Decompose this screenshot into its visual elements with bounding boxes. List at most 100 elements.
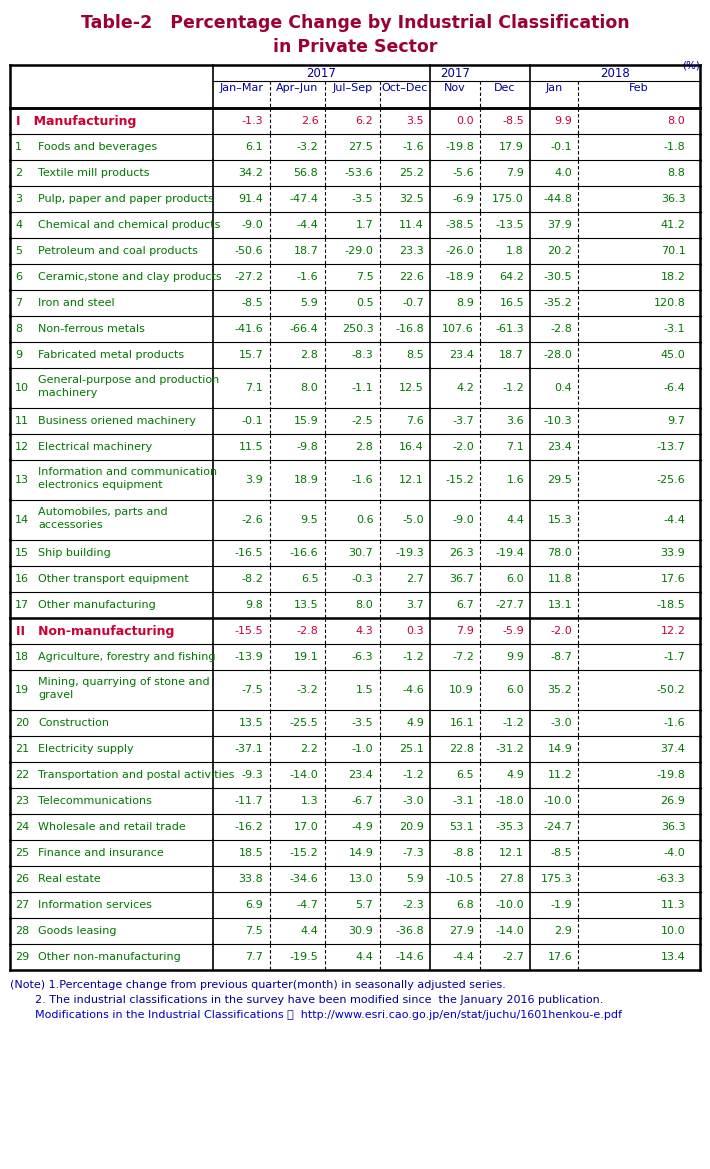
Text: -0.3: -0.3	[351, 574, 373, 584]
Text: Dec: Dec	[494, 83, 515, 94]
Text: -13.9: -13.9	[234, 652, 263, 662]
Text: 18.2: 18.2	[660, 272, 685, 282]
Text: 1.5: 1.5	[356, 685, 373, 696]
Text: -41.6: -41.6	[234, 324, 263, 334]
Text: 8.5: 8.5	[406, 350, 424, 360]
Text: 11.3: 11.3	[661, 900, 685, 909]
Text: 6.9: 6.9	[246, 900, 263, 909]
Text: 0.5: 0.5	[356, 298, 373, 307]
Text: -0.1: -0.1	[241, 416, 263, 426]
Text: -19.8: -19.8	[445, 141, 474, 152]
Text: 23.4: 23.4	[547, 442, 572, 452]
Text: 2. The industrial classifications in the survey have been modified since  the Ja: 2. The industrial classifications in the…	[35, 995, 603, 1005]
Text: 25: 25	[15, 848, 29, 858]
Text: -28.0: -28.0	[543, 350, 572, 360]
Text: 0.3: 0.3	[406, 627, 424, 636]
Text: -8.8: -8.8	[452, 848, 474, 858]
Text: 7.9: 7.9	[506, 168, 524, 178]
Text: 23.3: 23.3	[399, 245, 424, 256]
Text: -26.0: -26.0	[445, 245, 474, 256]
Text: 1.6: 1.6	[506, 475, 524, 485]
Text: 16.4: 16.4	[399, 442, 424, 452]
Text: 22: 22	[15, 770, 29, 780]
Text: -3.7: -3.7	[452, 416, 474, 426]
Text: -16.5: -16.5	[234, 548, 263, 558]
Text: 18.7: 18.7	[499, 350, 524, 360]
Text: -4.6: -4.6	[403, 685, 424, 696]
Text: 36.7: 36.7	[449, 574, 474, 584]
Text: (%): (%)	[682, 60, 700, 70]
Text: accessories: accessories	[38, 520, 103, 530]
Text: Textile mill products: Textile mill products	[38, 168, 150, 178]
Text: 91.4: 91.4	[239, 194, 263, 205]
Text: -2.7: -2.7	[502, 952, 524, 962]
Text: -50.6: -50.6	[234, 245, 263, 256]
Text: 4: 4	[15, 220, 22, 230]
Text: 0.6: 0.6	[356, 516, 373, 525]
Text: Other transport equipment: Other transport equipment	[38, 574, 189, 584]
Text: -1.0: -1.0	[351, 743, 373, 754]
Text: -30.5: -30.5	[544, 272, 572, 282]
Text: 9.9: 9.9	[506, 652, 524, 662]
Text: Goods leasing: Goods leasing	[38, 926, 116, 936]
Text: 4.9: 4.9	[406, 718, 424, 728]
Text: 9.9: 9.9	[555, 116, 572, 126]
Text: 4.4: 4.4	[300, 926, 318, 936]
Text: Jan–Mar: Jan–Mar	[219, 83, 263, 94]
Text: Transportation and postal activities: Transportation and postal activities	[38, 770, 234, 780]
Text: 5.9: 5.9	[406, 874, 424, 884]
Text: 56.8: 56.8	[294, 168, 318, 178]
Text: 6.8: 6.8	[457, 900, 474, 909]
Text: 10.9: 10.9	[449, 685, 474, 696]
Text: 23.4: 23.4	[349, 770, 373, 780]
Text: -3.1: -3.1	[664, 324, 685, 334]
Text: -8.2: -8.2	[241, 574, 263, 584]
Text: 37.4: 37.4	[660, 743, 685, 754]
Text: -9.8: -9.8	[297, 442, 318, 452]
Text: -2.8: -2.8	[297, 627, 318, 636]
Text: 45.0: 45.0	[660, 350, 685, 360]
Text: Real estate: Real estate	[38, 874, 101, 884]
Text: -4.9: -4.9	[351, 822, 373, 832]
Text: gravel: gravel	[38, 690, 73, 700]
Text: 4.9: 4.9	[506, 770, 524, 780]
Text: -3.5: -3.5	[351, 194, 373, 205]
Text: 12.5: 12.5	[399, 383, 424, 393]
Text: -1.6: -1.6	[351, 475, 373, 485]
Text: 3.7: 3.7	[406, 600, 424, 610]
Text: 17.9: 17.9	[499, 141, 524, 152]
Text: in Private Sector: in Private Sector	[273, 39, 437, 56]
Text: -2.6: -2.6	[241, 516, 263, 525]
Text: 6.0: 6.0	[506, 685, 524, 696]
Text: Ceramic,stone and clay products: Ceramic,stone and clay products	[38, 272, 222, 282]
Text: 9.7: 9.7	[667, 416, 685, 426]
Text: 13: 13	[15, 475, 29, 485]
Text: -25.6: -25.6	[657, 475, 685, 485]
Text: -14.0: -14.0	[496, 926, 524, 936]
Text: 13.4: 13.4	[660, 952, 685, 962]
Text: Modifications in the Industrial Classifications ；  http://www.esri.cao.go.jp/en/: Modifications in the Industrial Classifi…	[35, 1010, 622, 1021]
Text: -1.1: -1.1	[351, 383, 373, 393]
Text: Iron and steel: Iron and steel	[38, 298, 114, 307]
Text: -3.1: -3.1	[452, 796, 474, 805]
Text: 2.7: 2.7	[406, 574, 424, 584]
Text: 13.0: 13.0	[349, 874, 373, 884]
Text: 10: 10	[15, 383, 29, 393]
Text: 23: 23	[15, 796, 29, 805]
Text: Other non-manufacturing: Other non-manufacturing	[38, 952, 181, 962]
Text: -14.0: -14.0	[290, 770, 318, 780]
Text: Fabricated metal products: Fabricated metal products	[38, 350, 184, 360]
Text: -19.3: -19.3	[395, 548, 424, 558]
Text: -10.0: -10.0	[544, 796, 572, 805]
Text: Information and communication: Information and communication	[38, 466, 217, 477]
Text: 19: 19	[15, 685, 29, 696]
Text: -2.0: -2.0	[452, 442, 474, 452]
Text: -4.4: -4.4	[663, 516, 685, 525]
Text: 5.7: 5.7	[356, 900, 373, 909]
Text: -4.4: -4.4	[297, 220, 318, 230]
Text: 28: 28	[15, 926, 29, 936]
Text: -2.8: -2.8	[550, 324, 572, 334]
Text: Ship building: Ship building	[38, 548, 111, 558]
Text: 2017: 2017	[440, 67, 470, 79]
Text: 8.0: 8.0	[667, 116, 685, 126]
